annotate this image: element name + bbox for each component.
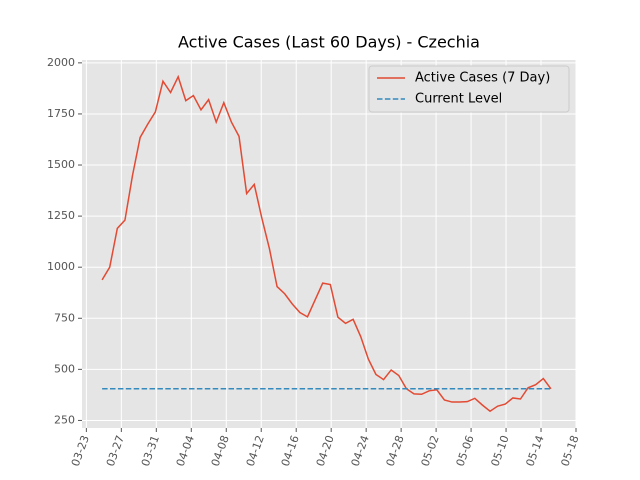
x-tick-label: 03-27	[104, 434, 127, 468]
y-tick-label: 1500	[47, 158, 75, 171]
legend-label: Active Cases (7 Day)	[415, 71, 550, 86]
x-tick-label: 05-18	[558, 434, 581, 468]
x-tick-label: 03-31	[139, 434, 162, 468]
x-tick-label: 03-23	[69, 434, 92, 468]
y-tick-label: 2000	[47, 56, 75, 69]
y-tick-label: 1750	[47, 107, 75, 120]
y-tick-label: 500	[54, 362, 75, 375]
x-tick-label: 05-06	[454, 434, 477, 468]
x-tick-label: 05-14	[524, 434, 547, 468]
x-tick-label: 04-08	[209, 434, 232, 468]
x-tick-label: 05-02	[419, 434, 442, 468]
chart-title: Active Cases (Last 60 Days) - Czechia	[178, 33, 480, 52]
y-tick-label: 250	[54, 413, 75, 426]
x-tick-label: 04-12	[244, 434, 267, 468]
x-tick-label: 04-28	[384, 434, 407, 468]
plot-area	[82, 60, 576, 428]
x-tick-label: 04-16	[279, 434, 302, 468]
y-tick-label: 750	[54, 311, 75, 324]
legend-label: Current Level	[415, 92, 502, 107]
x-tick-label: 04-20	[314, 434, 337, 468]
legend-box	[368, 65, 570, 113]
series-line	[101, 74, 552, 413]
x-tick-label: 04-24	[349, 434, 372, 468]
x-tick-label: 05-10	[489, 434, 512, 468]
y-tick-label: 1250	[47, 209, 75, 222]
x-tick-label: 04-04	[174, 434, 197, 468]
y-tick-label: 1000	[47, 260, 75, 273]
